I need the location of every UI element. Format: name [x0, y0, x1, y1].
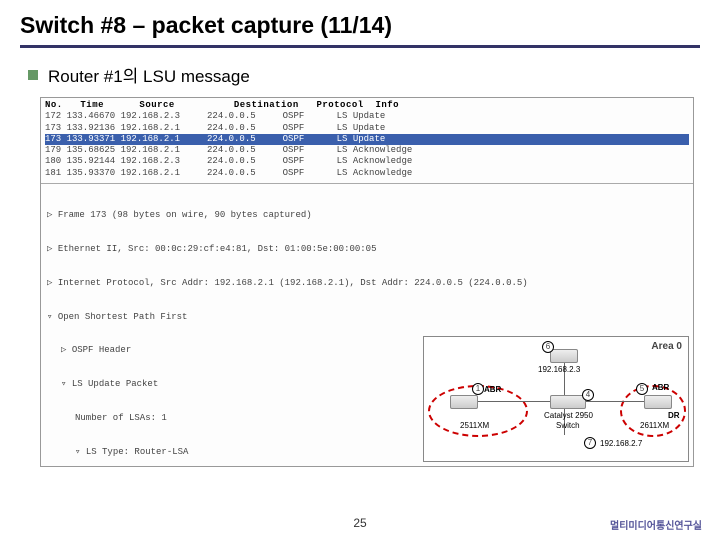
r2611-label: 2611XM [640, 421, 669, 431]
footer-lab-name: 멀티미디어통신연구실 [610, 517, 702, 532]
eth-line[interactable]: ▷ Ethernet II, Src: 00:0c:29:cf:e4:81, D… [47, 244, 687, 255]
abr-left: ABR [484, 385, 501, 395]
dr-label: DR [668, 411, 680, 421]
page-number: 25 [353, 516, 366, 530]
packet-list-header: No. Time Source Destination Protocol Inf… [45, 100, 689, 111]
packet-row[interactable]: 180 135.92144 192.168.2.3 224.0.0.5 OSPF… [45, 156, 689, 167]
switch-center [550, 395, 586, 409]
badge-5: 5 [636, 383, 648, 395]
badge-7: 7 [584, 437, 596, 449]
badge-4: 4 [582, 389, 594, 401]
ip-bottom: 192.168.2.7 [600, 439, 642, 449]
bullet-square-icon [28, 70, 38, 80]
bullet-text: Router #1의 LSU message [48, 62, 250, 87]
bullet-item: Router #1의 LSU message [28, 62, 700, 87]
r2511-label: 2511XM [460, 421, 489, 431]
abr-right: ABR [652, 383, 669, 393]
router-top [550, 349, 578, 363]
slide-title: Switch #8 – packet capture (11/14) [20, 12, 700, 39]
packet-row[interactable]: 172 133.46670 192.168.2.3 224.0.0.5 OSPF… [45, 111, 689, 122]
packet-row[interactable]: 179 135.68625 192.168.2.1 224.0.0.5 OSPF… [45, 145, 689, 156]
ip-top: 192.168.2.3 [538, 365, 580, 375]
packet-list: No. Time Source Destination Protocol Inf… [41, 98, 693, 184]
network-diagram: Area 0 6 192.168.2.3 1 ABR 4 Catalyst 29… [423, 336, 689, 462]
packet-row[interactable]: 181 135.93370 192.168.2.1 224.0.0.5 OSPF… [45, 168, 689, 179]
packet-capture-panel: No. Time Source Destination Protocol Inf… [40, 97, 694, 467]
frame-line[interactable]: ▷ Frame 173 (98 bytes on wire, 90 bytes … [47, 210, 687, 221]
packet-row-selected[interactable]: 173 133.93371 192.168.2.1 224.0.0.5 OSPF… [45, 134, 689, 145]
area0-label: Area 0 [651, 341, 682, 354]
catalyst-label: Catalyst 2950 [544, 411, 593, 421]
switch-label: Switch [556, 421, 580, 431]
packet-row[interactable]: 173 133.92136 192.168.2.1 224.0.0.5 OSPF… [45, 123, 689, 134]
router-left [450, 395, 478, 409]
badge-1: 1 [472, 383, 484, 395]
ip-line[interactable]: ▷ Internet Protocol, Src Addr: 192.168.2… [47, 278, 687, 289]
badge-6: 6 [542, 341, 554, 353]
router-right [644, 395, 672, 409]
ospf-root[interactable]: ▿ Open Shortest Path First [47, 312, 687, 323]
